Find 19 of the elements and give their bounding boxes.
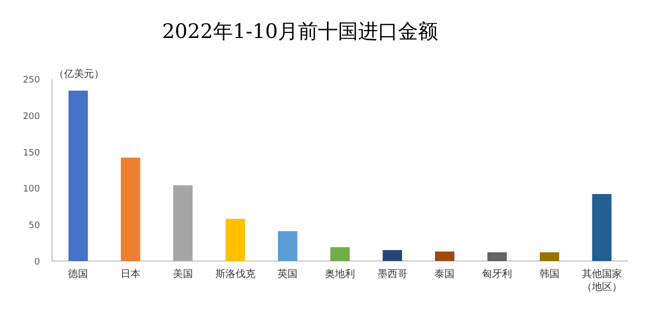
x-tick-label: 奥地利 — [325, 268, 355, 280]
y-tick-label: 150 — [22, 148, 40, 158]
x-tick-label: 美国 — [172, 268, 193, 280]
x-tick-label: 泰国 — [434, 269, 455, 280]
x-tick-label: 斯洛伐克 — [215, 268, 256, 280]
x-tick-label: 墨西哥 — [377, 269, 408, 280]
y-axis-title: （亿美元） — [54, 68, 104, 80]
x-tick-label: 韩国 — [539, 268, 560, 280]
y-tick-label: 200 — [22, 112, 40, 122]
x-tick-label: 英国 — [278, 268, 298, 280]
y-tick-label: 250 — [22, 76, 40, 86]
x-tick-label: 德国 — [68, 269, 88, 280]
y-tick-label: 100 — [22, 184, 40, 195]
x-tick-label: 其他国家（地区） — [582, 268, 622, 293]
x-tick-label: 日本 — [120, 268, 141, 280]
y-tick-label: 50 — [28, 221, 40, 232]
x-tick-label: 匈牙利 — [482, 268, 512, 280]
y-tick-label: 0 — [34, 258, 40, 268]
chart-title: 2022年1-10月前十国进口金额 — [162, 19, 438, 43]
